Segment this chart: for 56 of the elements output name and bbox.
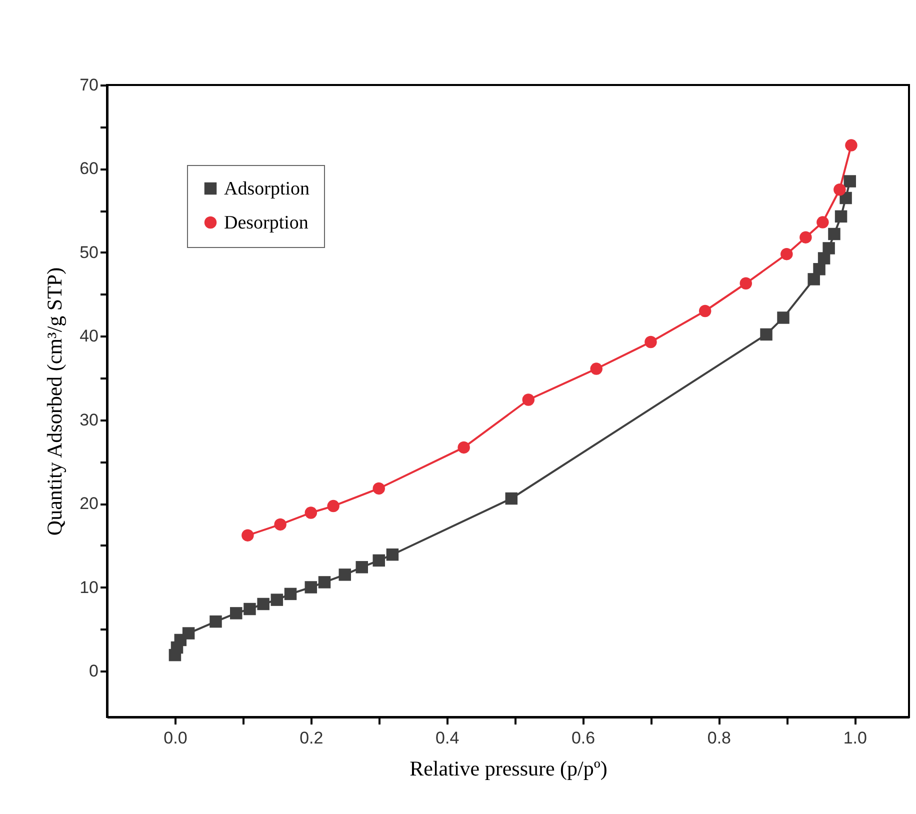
point bbox=[257, 598, 270, 610]
legend-label: Desorption bbox=[224, 212, 309, 234]
y-tick-label: 40 bbox=[80, 326, 98, 346]
point bbox=[844, 175, 856, 188]
y-tick-label: 60 bbox=[80, 159, 98, 178]
y-tick-label: 0 bbox=[89, 661, 98, 680]
point bbox=[372, 482, 385, 495]
x-tick-label: 0.0 bbox=[164, 728, 188, 748]
point bbox=[845, 139, 858, 152]
y-axis-title: Quantity Adsorbed (cm³/g STP) bbox=[42, 267, 67, 536]
point bbox=[304, 506, 318, 519]
point bbox=[505, 492, 518, 505]
x-tick-label: 0.6 bbox=[571, 728, 596, 748]
point bbox=[828, 228, 840, 240]
point bbox=[338, 568, 352, 581]
legend-label: Adsorption bbox=[224, 178, 310, 200]
point bbox=[813, 263, 826, 276]
point bbox=[740, 277, 752, 290]
point bbox=[840, 192, 852, 204]
y-tick-label: 50 bbox=[80, 242, 98, 262]
point bbox=[182, 627, 195, 640]
point bbox=[242, 529, 254, 542]
point bbox=[318, 576, 331, 588]
point bbox=[304, 581, 318, 594]
point bbox=[522, 394, 535, 406]
point bbox=[327, 500, 340, 512]
y-tick-label: 20 bbox=[80, 494, 98, 514]
point bbox=[244, 602, 256, 616]
point bbox=[274, 518, 286, 531]
point bbox=[372, 554, 385, 567]
point bbox=[356, 561, 368, 574]
point bbox=[760, 328, 772, 341]
point bbox=[780, 248, 793, 260]
point bbox=[834, 210, 848, 223]
point bbox=[210, 615, 222, 628]
point bbox=[590, 362, 602, 375]
point bbox=[698, 304, 712, 318]
y-tick-label: 70 bbox=[80, 76, 98, 94]
point bbox=[284, 588, 297, 600]
point bbox=[386, 548, 399, 561]
point bbox=[816, 216, 829, 228]
x-axis-title: Relative pressure (p/pº) bbox=[410, 756, 608, 780]
x-tick-label: 1.0 bbox=[843, 728, 867, 748]
y-tick-label: 10 bbox=[80, 578, 98, 597]
point bbox=[270, 594, 284, 606]
x-tick-label: 0.8 bbox=[707, 728, 732, 748]
x-tick-label: 0.2 bbox=[300, 728, 324, 748]
x-tick-label: 0.4 bbox=[436, 728, 460, 748]
point bbox=[822, 242, 835, 254]
point bbox=[458, 441, 470, 454]
point bbox=[800, 231, 812, 244]
y-tick-label: 30 bbox=[80, 410, 98, 430]
point bbox=[834, 184, 846, 196]
point bbox=[777, 312, 790, 324]
point bbox=[230, 607, 242, 620]
point bbox=[644, 336, 657, 348]
